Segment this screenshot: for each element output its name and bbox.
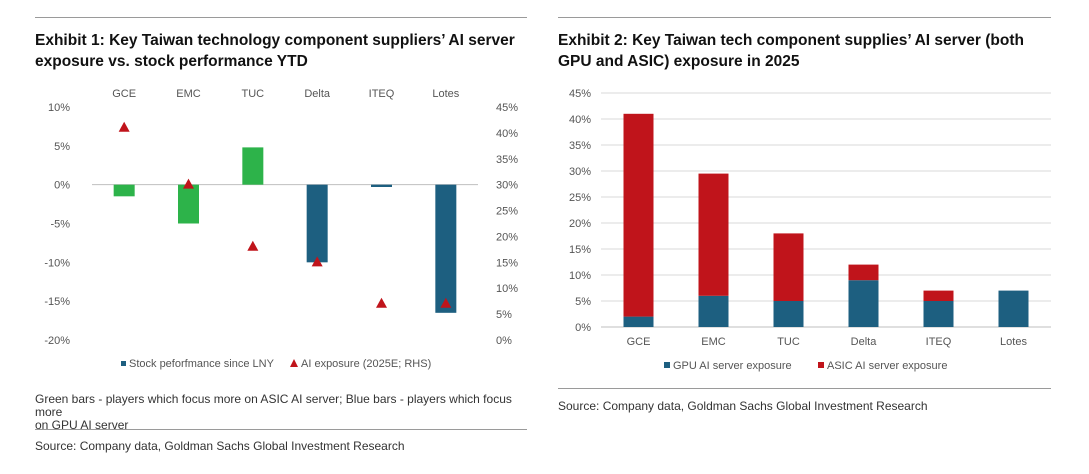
ai-exposure-marker — [118, 121, 130, 132]
y-axis-tick-label: 30% — [569, 166, 591, 178]
left-axis-tick-label: 10% — [48, 102, 70, 114]
stock-performance-bar — [435, 184, 457, 313]
asic-exposure-bar — [848, 264, 879, 281]
exhibit1-note-line2: on GPU AI server — [35, 418, 129, 432]
right-axis-tick-label: 35% — [496, 154, 518, 166]
gpu-exposure-bar — [923, 301, 954, 327]
ai-exposure-marker — [376, 297, 387, 308]
left-axis-tick-label: 5% — [54, 141, 70, 153]
exhibit1-note-line1: Green bars - players which focus more on… — [35, 392, 512, 419]
exhibit1-title-line2: exposure vs. stock performance YTD — [35, 53, 308, 70]
gpu-exposure-bar — [848, 280, 879, 327]
ai-exposure-marker — [247, 240, 259, 251]
ai-exposure-marker — [311, 256, 323, 267]
exhibit2-title: Exhibit 2: Key Taiwan tech component sup… — [558, 30, 1078, 72]
right-axis-tick-label: 0% — [496, 335, 512, 347]
category-label: Lotes — [1000, 336, 1027, 348]
exhibit1-note: Green bars - players which focus more on… — [35, 393, 535, 432]
left-axis-tick-label: -5% — [50, 219, 70, 231]
right-axis-tick-label: 25% — [496, 206, 518, 218]
category-label: TUC — [777, 336, 800, 348]
left-axis-tick-label: -20% — [44, 335, 70, 347]
legend-asic-label: ASIC AI server exposure — [827, 360, 947, 372]
legend-marker-swatch — [290, 359, 298, 367]
right-axis-tick-label: 10% — [496, 283, 518, 295]
legend-marker-label: AI exposure (2025E; RHS) — [301, 358, 431, 370]
category-label: TUC — [242, 88, 265, 100]
legend-bar-label: Stock peforfmance since LNY — [129, 358, 275, 370]
exhibit1-title: Exhibit 1: Key Taiwan technology compone… — [35, 30, 535, 72]
category-label: Delta — [851, 336, 878, 348]
right-axis-tick-label: 40% — [496, 128, 518, 140]
asic-exposure-bar — [773, 233, 804, 301]
y-axis-tick-label: 45% — [569, 88, 591, 100]
category-label: ITEQ — [926, 336, 952, 348]
stock-performance-bar — [371, 184, 392, 187]
y-axis-tick-label: 40% — [569, 114, 591, 126]
stock-performance-bar — [242, 147, 264, 185]
asic-exposure-bar — [623, 113, 654, 317]
stock-performance-bar — [113, 184, 135, 197]
exhibit2-title-line2: GPU and ASIC) exposure in 2025 — [558, 53, 800, 70]
asic-exposure-bar — [923, 290, 954, 301]
exhibit2-top-rule — [558, 17, 1051, 18]
category-label: Delta — [304, 88, 331, 100]
category-label: Lotes — [432, 88, 459, 100]
y-axis-tick-label: 5% — [575, 296, 591, 308]
y-axis-tick-label: 25% — [569, 192, 591, 204]
right-axis-tick-label: 5% — [496, 309, 512, 321]
exhibit2-title-line1: Exhibit 2: Key Taiwan tech component sup… — [558, 32, 1024, 49]
exhibit1-source: Source: Company data, Goldman Sachs Glob… — [35, 439, 405, 453]
ai-exposure-marker — [440, 297, 452, 308]
ai-exposure-marker — [183, 178, 194, 189]
exhibit2-source: Source: Company data, Goldman Sachs Glob… — [558, 399, 928, 413]
right-axis-tick-label: 30% — [496, 180, 518, 192]
y-axis-tick-label: 35% — [569, 140, 591, 152]
gpu-exposure-bar — [773, 301, 804, 327]
category-label: ITEQ — [369, 88, 395, 100]
exhibit2-bottom-rule — [558, 388, 1051, 389]
stock-performance-bar — [306, 184, 328, 263]
category-label: EMC — [701, 336, 726, 348]
y-axis-tick-label: 0% — [575, 322, 591, 334]
y-axis-tick-label: 20% — [569, 218, 591, 230]
left-axis-tick-label: 0% — [54, 180, 70, 192]
right-axis-tick-label: 15% — [496, 257, 518, 269]
y-axis-tick-label: 15% — [569, 244, 591, 256]
asic-exposure-bar — [698, 173, 729, 296]
gpu-exposure-bar — [998, 290, 1029, 327]
left-axis-tick-label: -10% — [44, 257, 70, 269]
y-axis-tick-label: 10% — [569, 270, 591, 282]
right-axis-tick-label: 45% — [496, 102, 518, 114]
right-axis-tick-label: 20% — [496, 231, 518, 243]
exhibit1-bottom-rule — [35, 429, 527, 430]
exhibit1-title-line1: Exhibit 1: Key Taiwan technology compone… — [35, 32, 515, 49]
gpu-exposure-bar — [698, 295, 729, 327]
exhibit1-top-rule — [35, 17, 527, 18]
legend-gpu-label: GPU AI server exposure — [673, 360, 792, 372]
category-label: EMC — [176, 88, 201, 100]
category-label: GCE — [112, 88, 136, 100]
gpu-exposure-bar — [623, 316, 654, 327]
stock-performance-bar — [178, 184, 199, 224]
left-axis-tick-label: -15% — [44, 296, 70, 308]
legend-gpu-swatch — [664, 362, 670, 368]
legend-bar-swatch — [121, 361, 126, 366]
legend-asic-swatch — [818, 362, 824, 368]
category-label: GCE — [627, 336, 651, 348]
